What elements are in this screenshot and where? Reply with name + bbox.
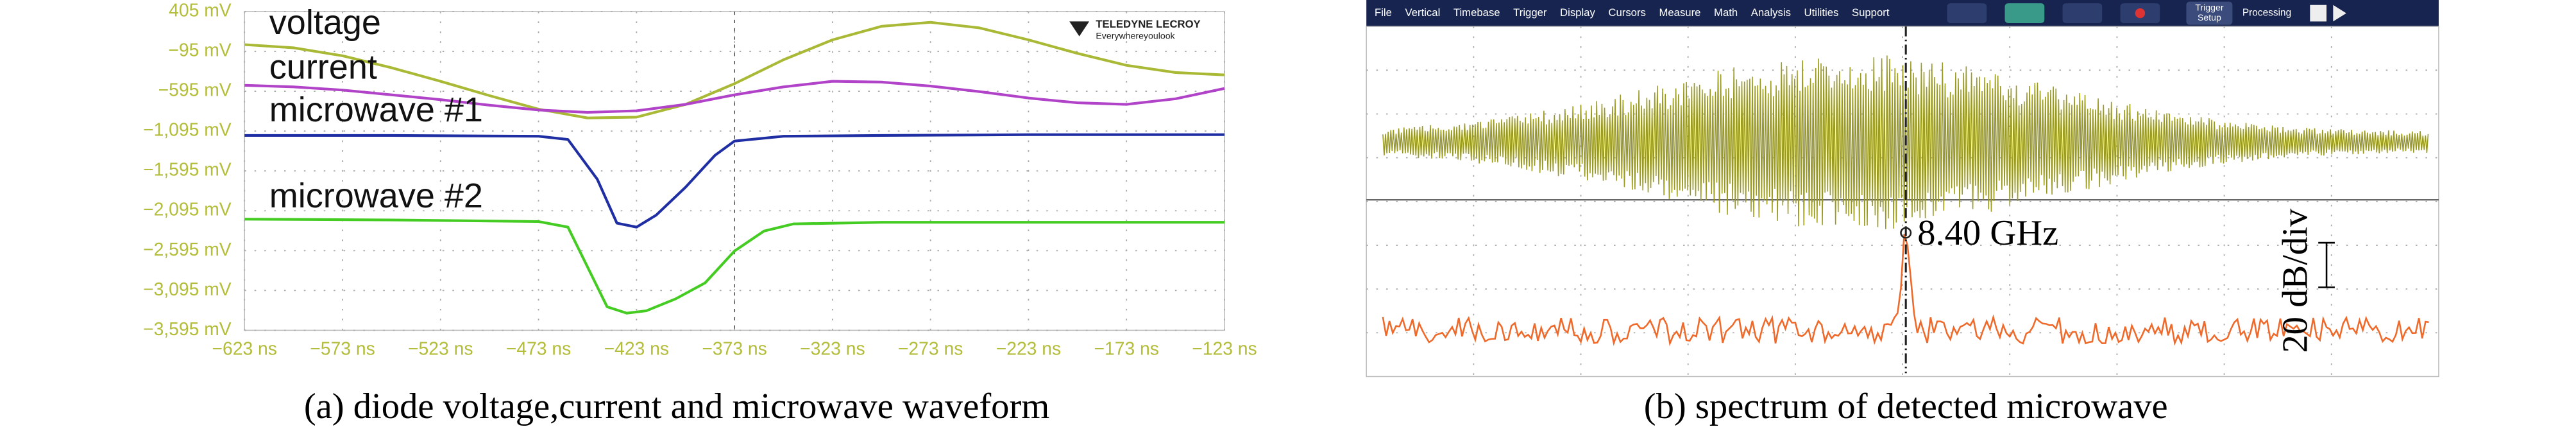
x-tick-label: −123 ns: [1192, 338, 1257, 359]
trigger-setup-text: Trigger: [2195, 3, 2224, 13]
menu-item[interactable]: Trigger: [1513, 6, 1547, 19]
menu-item[interactable]: Math: [1714, 6, 1738, 19]
y-tick-label: −2,595 mV: [143, 239, 232, 259]
y-tick-label: −3,095 mV: [143, 279, 232, 299]
x-tick-label: −623 ns: [212, 338, 277, 359]
menu-item[interactable]: Vertical: [1405, 6, 1441, 19]
series-line: [244, 80, 1225, 114]
series-line: [244, 133, 1224, 229]
series-line: [244, 21, 1225, 119]
peak-label: 8.40 GHz: [1917, 213, 2058, 253]
scale-label: 20 dB/div: [2275, 208, 2315, 353]
logo-icon: [1069, 21, 1090, 37]
y-tick-label: −1,595 mV: [143, 159, 232, 180]
series-label: microwave #2: [269, 177, 483, 215]
series-label: voltage: [269, 3, 381, 42]
toolbar-button[interactable]: [1947, 3, 1987, 24]
menu-bar: [1366, 0, 2439, 27]
trigger-setup-button[interactable]: [2186, 1, 2233, 25]
x-tick-label: −573 ns: [310, 338, 375, 359]
series-label: microwave #1: [269, 91, 483, 129]
series-line: [244, 218, 1224, 315]
stop-icon: [2135, 8, 2146, 19]
y-tick-label: −595 mV: [158, 80, 232, 100]
menu-item[interactable]: Analysis: [1751, 6, 1791, 19]
x-tick-label: −223 ns: [996, 338, 1061, 359]
y-tick-label: 405 mV: [169, 0, 232, 20]
menu-item[interactable]: Timebase: [1453, 6, 1500, 19]
toolbar-button[interactable]: [2062, 3, 2103, 24]
menu-item[interactable]: Support: [1852, 6, 1890, 19]
series-label: current: [269, 48, 377, 86]
processing-text: Processing: [2242, 8, 2291, 19]
pause-button[interactable]: [2310, 4, 2327, 22]
x-tick-label: −173 ns: [1094, 338, 1158, 359]
x-tick-label: −473 ns: [506, 338, 571, 359]
play-button[interactable]: [2333, 4, 2346, 22]
logo-text: TELEDYNE LECROY: [1096, 18, 1200, 30]
y-tick-label: −1,095 mV: [143, 119, 232, 140]
caption: (a) diode voltage,current and microwave …: [304, 387, 1049, 426]
menu-item[interactable]: Utilities: [1804, 6, 1839, 19]
x-tick-label: −373 ns: [702, 338, 767, 359]
y-tick-label: −3,595 mV: [143, 318, 232, 339]
menu-item[interactable]: File: [1375, 6, 1392, 19]
logo-text: Everywhereyoulook: [1096, 30, 1175, 40]
trigger-setup-text: Setup: [2198, 12, 2221, 22]
peak-marker: [1900, 227, 1912, 239]
caption: (b) spectrum of detected microwave: [1644, 387, 2168, 426]
menu-item[interactable]: Display: [1560, 6, 1595, 19]
x-tick-label: −323 ns: [800, 338, 865, 359]
menu-item[interactable]: Cursors: [1608, 6, 1645, 19]
x-tick-label: −523 ns: [408, 338, 473, 359]
y-tick-label: −2,095 mV: [143, 199, 232, 220]
menu-item[interactable]: Measure: [1659, 6, 1700, 19]
y-tick-label: −95 mV: [168, 40, 231, 60]
toolbar-button[interactable]: [2004, 3, 2045, 24]
x-tick-label: −423 ns: [604, 338, 669, 359]
x-tick-label: −273 ns: [898, 338, 963, 359]
